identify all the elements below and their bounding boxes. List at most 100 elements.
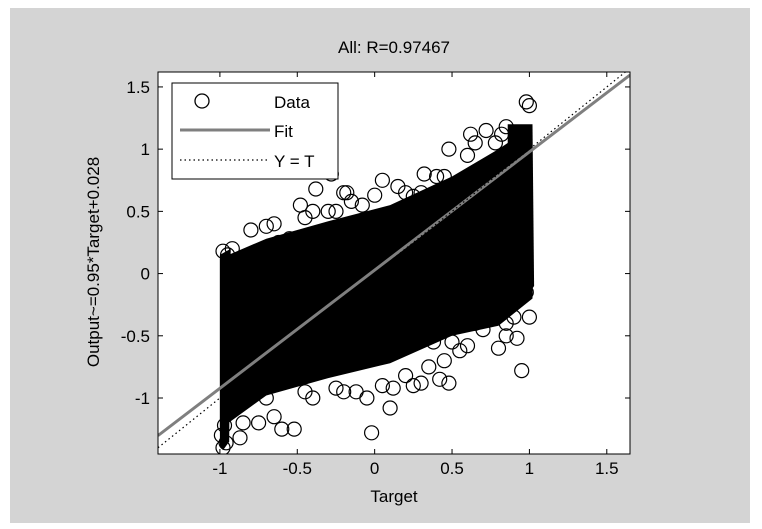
legend: Data Fit Y = T	[171, 82, 339, 180]
data-points	[213, 94, 538, 454]
data-point	[227, 396, 243, 412]
data-point	[281, 231, 298, 247]
data-point	[483, 297, 499, 313]
data-point	[413, 185, 429, 201]
data-point	[498, 315, 514, 331]
data-cloud-left-column	[219, 248, 231, 451]
data-point	[258, 218, 274, 234]
data-point	[367, 187, 383, 203]
data-point	[216, 417, 233, 433]
data-point	[490, 340, 507, 356]
data-point	[266, 216, 282, 232]
data-point	[405, 188, 421, 204]
data-point	[297, 384, 313, 400]
data-cloud	[219, 124, 535, 451]
data-point	[343, 193, 359, 209]
data-point	[230, 284, 247, 300]
legend-fit-label: Fit	[274, 122, 293, 141]
y-axis-label: Output~=0.95*Target+0.028	[84, 157, 103, 367]
data-point	[509, 330, 525, 346]
y-tick-label: 1.5	[126, 78, 150, 97]
y-tick-label: -0.5	[121, 327, 150, 346]
data-point	[336, 384, 352, 400]
data-point	[487, 135, 503, 151]
data-point	[308, 181, 324, 197]
data-point	[218, 435, 234, 451]
data-point	[429, 168, 445, 185]
data-point	[286, 421, 302, 437]
data-point	[235, 415, 251, 431]
data-point	[432, 371, 448, 387]
data-point	[215, 440, 231, 454]
data-point	[364, 425, 380, 441]
legend-identity-label: Y = T	[274, 152, 314, 171]
data-point	[405, 378, 421, 394]
chart-title: All: R=0.97467	[338, 38, 450, 57]
data-point	[328, 203, 344, 219]
data-cloud-right-column	[507, 124, 535, 311]
data-cloud-core	[219, 126, 533, 430]
data-point	[459, 338, 476, 354]
x-tick-label: 1.5	[595, 459, 619, 478]
data-point	[258, 390, 274, 406]
data-point	[292, 197, 308, 213]
data-point	[459, 147, 476, 163]
data-point	[359, 390, 375, 406]
data-point	[518, 284, 534, 300]
data-point	[374, 172, 390, 188]
legend-data-label: Data	[274, 93, 310, 112]
y-tick-label: 0.5	[126, 202, 150, 221]
data-point	[336, 185, 352, 201]
data-point	[224, 241, 240, 257]
data-point	[441, 141, 457, 157]
data-point	[224, 309, 240, 325]
x-tick-label: -1	[212, 459, 227, 478]
data-point	[382, 400, 398, 416]
data-point	[467, 135, 483, 151]
data-point	[339, 185, 355, 201]
axes-frame	[157, 71, 631, 455]
x-tick-label: 0.5	[440, 459, 464, 478]
data-point	[320, 203, 336, 219]
data-point	[215, 243, 231, 259]
data-point	[243, 222, 259, 238]
data-point	[398, 368, 414, 384]
y-ticks: -1 -0.5 0 0.5 1 1.5	[121, 78, 630, 408]
y-tick-label: 0	[141, 265, 150, 284]
data-point	[398, 185, 414, 201]
data-point	[213, 427, 229, 443]
x-tick-label: 0	[370, 459, 379, 478]
x-tick-label: 1	[525, 459, 534, 478]
data-point	[441, 375, 457, 391]
data-point	[521, 309, 538, 325]
y-tick-label: 1	[141, 140, 150, 159]
data-point	[232, 430, 248, 446]
data-point	[514, 363, 530, 379]
data-point	[246, 384, 262, 400]
data-point	[385, 380, 401, 396]
reference-lines	[158, 72, 630, 449]
x-axis-label: Target	[370, 487, 418, 506]
data-point	[506, 309, 522, 325]
data-point	[467, 315, 483, 331]
x-tick-label: -0.5	[283, 459, 312, 478]
data-point	[421, 359, 437, 375]
data-point	[220, 405, 236, 421]
x-ticks: -1 -0.5 0 0.5 1 1.5	[212, 72, 619, 478]
data-point	[312, 234, 329, 251]
data-point	[374, 378, 390, 394]
data-point	[416, 166, 432, 182]
data-point	[436, 353, 452, 369]
data-point	[452, 343, 468, 359]
data-point	[390, 178, 406, 195]
fit-line	[158, 73, 630, 437]
data-point	[425, 334, 442, 350]
data-point	[463, 126, 479, 142]
legend-data-marker	[194, 93, 210, 109]
identity-line	[158, 72, 627, 449]
data-point	[305, 203, 321, 219]
data-point	[274, 421, 290, 437]
data-point	[413, 375, 429, 391]
data-point	[498, 328, 514, 344]
